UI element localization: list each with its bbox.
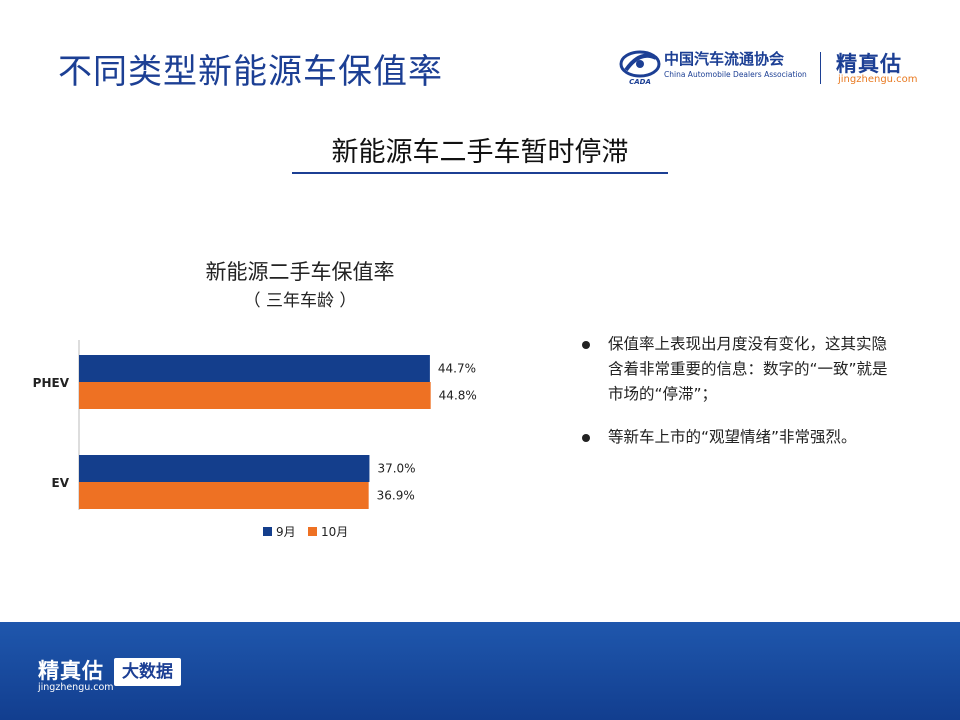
bullet-dot-icon [582, 434, 590, 442]
bar-phev-0 [79, 355, 430, 382]
page-title: 不同类型新能源车保值率 [58, 52, 443, 92]
bar-ev-1 [79, 482, 369, 509]
legend-label: 10月 [321, 525, 348, 539]
cada-name-en: China Automobile Dealers Association [664, 70, 807, 79]
chart-subtitle: （ 三年车龄 ） [243, 291, 357, 311]
bullet-text: 等新车上市的“观望情绪”非常强烈。 [608, 428, 857, 446]
cada-mark-text: CADA [629, 78, 651, 86]
data-label: 44.8% [439, 389, 477, 403]
legend-swatch [263, 527, 272, 536]
data-label: 37.0% [377, 462, 415, 476]
jzg-logo-url: jingzhengu.com [838, 74, 918, 85]
bullet-dot-icon [582, 341, 590, 349]
legend-label: 9月 [276, 525, 296, 539]
bullet-list: 保值率上表现出月度没有变化，这其实隐含着非常重要的信息：数字的“一致”就是市场的… [582, 332, 892, 468]
jzg-logo-name: 精真估 [836, 52, 902, 76]
footer-band: 精真估 jingzhengu.com 大数据 [0, 622, 960, 720]
headline-underline [292, 172, 668, 174]
cada-logo: CADA 中国汽车流通协会 China Automobile Dealers A… [618, 46, 808, 90]
bullet-item: 保值率上表现出月度没有变化，这其实隐含着非常重要的信息：数字的“一致”就是市场的… [582, 332, 892, 407]
footer-brand-name: 精真估 [38, 659, 104, 683]
footer-badge: 大数据 [114, 658, 181, 686]
data-label: 44.7% [438, 362, 476, 376]
bullet-item: 等新车上市的“观望情绪”非常强烈。 [582, 425, 892, 450]
category-label: EV [52, 476, 70, 490]
footer-brand-url: jingzhengu.com [38, 682, 114, 693]
cada-logo-icon: CADA [619, 50, 661, 86]
bar-phev-1 [79, 382, 431, 409]
headline: 新能源车二手车暂时停滞 [331, 137, 629, 168]
category-label: PHEV [33, 376, 70, 390]
bar-chart: PHEV 44.7% 44.8% EV 37.0% 36.9% 9月 10月 [33, 340, 477, 539]
cada-name-cn: 中国汽车流通协会 [664, 50, 785, 68]
data-label: 36.9% [377, 489, 415, 503]
bar-ev-0 [79, 455, 370, 482]
bullet-text: 保值率上表现出月度没有变化，这其实隐含着非常重要的信息：数字的“一致”就是市场的… [608, 335, 888, 403]
logo-divider [820, 52, 821, 84]
legend-swatch [308, 527, 317, 536]
chart-title: 新能源二手车保值率 [205, 260, 395, 284]
